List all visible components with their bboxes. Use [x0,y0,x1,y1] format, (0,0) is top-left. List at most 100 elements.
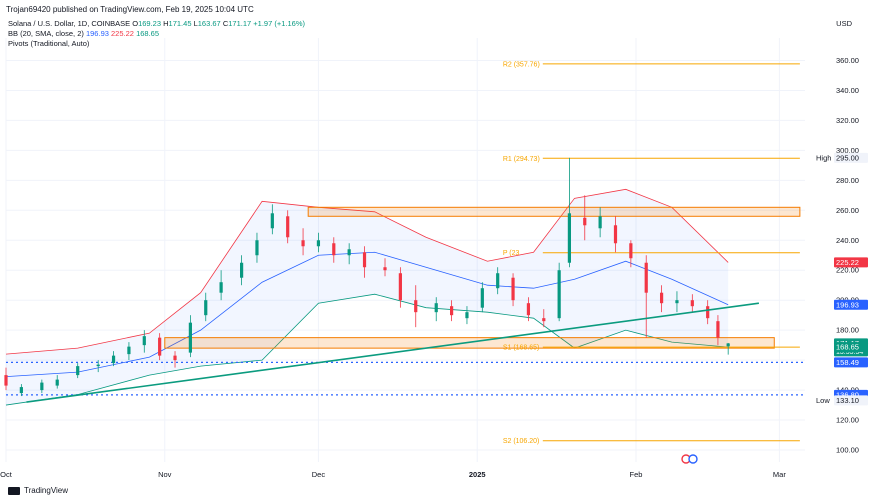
candle-body [219,282,223,293]
y-tick-label: 180.00 [836,326,859,335]
y-tick-label: 220.00 [836,266,859,275]
candle-body [557,270,561,319]
pivot-label: R2 (357.76) [503,61,540,68]
candle-body [449,306,454,316]
open-value: 169.23 [138,19,162,28]
candle-body [204,300,208,316]
bb-band-fill [6,189,729,406]
price-tag-label: 168.65 [836,343,859,352]
pivot-label: P (23 [503,250,520,257]
candle-body [526,303,531,316]
bb-lower-value: 168.65 [136,29,160,38]
candle-body [55,379,59,386]
candle-body [96,364,100,367]
candle-body [629,243,633,259]
low-label: L [193,19,198,28]
candle-body [434,303,438,313]
candle-body [598,216,602,229]
x-tick-label: Nov [158,470,172,479]
candle-body [19,387,23,394]
candle-body [644,262,648,293]
high-label: H [163,19,169,28]
y-tick-label: 100.00 [836,446,859,455]
candle-body [398,273,402,301]
brand-name: TradingView [24,486,69,495]
bb-indicator-label[interactable]: BB (20, SMA, close, 2) [8,29,84,38]
candle-body [347,249,351,256]
event-flag-icon [688,454,698,464]
y-tick-label: 340.00 [836,86,859,95]
x-tick-label: Mar [773,470,786,479]
price-tag [834,299,868,310]
candle-body [255,240,259,256]
y-tick-label: 360.00 [836,56,859,65]
candle-body [690,300,694,307]
candle-body [4,375,8,386]
candle-body [142,336,146,346]
price-tag-label: 295.00 [836,153,859,162]
chart-legend: Solana / U.S. Dollar, 1D, COINBASE O169.… [8,19,305,49]
symbol-title[interactable]: Solana / U.S. Dollar, 1D, COINBASE [8,19,131,28]
candle-body [286,216,290,238]
close-label: C [222,19,229,28]
candle-body [511,277,515,301]
candle-body [414,300,418,313]
candle-body [480,288,484,308]
candle-body [127,346,131,355]
legend-symbol-row: Solana / U.S. Dollar, 1D, COINBASE O169.… [8,19,305,29]
bb-basis-value: 196.93 [85,29,109,38]
price-tag [834,357,868,368]
candle-body [726,343,730,347]
price-tag-caption: Low [816,396,830,405]
close-value: 171.17 [228,19,252,28]
candle-body [76,366,80,376]
price-tag-label: 158.49 [836,358,859,367]
candle-body [188,322,192,353]
x-tick-label: Dec [312,470,326,479]
candle-body [40,382,44,391]
price-tag-label: 133.10 [836,396,859,405]
legend-bb-row: BB (20, SMA, close, 2) 196.93 225.22 168… [8,29,305,39]
price-tag-label: 225.22 [836,258,859,267]
candle-body [240,262,244,278]
candle-body [659,292,664,304]
candle-body [316,240,321,247]
candle-body [542,318,546,322]
sr-zone [307,206,801,217]
tradingview-logo-icon [8,486,20,495]
bb-upper-value: 225.22 [111,29,134,38]
change-value: +1.97 (+1.16%) [253,19,305,28]
y-tick-label: 240.00 [836,236,859,245]
candle-body [496,273,500,289]
price-tag-caption: High [816,153,831,162]
bb-basis-line [5,251,729,377]
candle-body [301,240,305,247]
price-tag [834,395,868,406]
pivots-indicator-label[interactable]: Pivots (Traditional, Auto) [8,39,90,48]
y-tick-label: 300.00 [836,146,859,155]
pivot-label: S1 (168.65) [503,345,540,352]
pivot-label: S2 (106.20) [503,438,540,445]
tradingview-brand: TradingView [8,486,68,495]
candle-body [173,355,177,361]
price-tag-label: 136.80 [836,390,859,399]
candle-body [362,252,367,268]
x-tick-label: Feb [630,470,643,479]
currency-label[interactable]: USD [836,19,852,28]
price-tag [834,342,868,353]
open-label: O [132,19,139,28]
candle-body [583,217,587,226]
price-tag [834,257,868,268]
low-value: 163.67 [197,19,221,28]
trendline [26,302,760,403]
candle-body [675,300,679,304]
countdown-label: 13:55:54 [836,349,863,356]
candle-body [111,355,116,364]
pivot-label: R1 (294.73) [503,156,540,163]
high-value: 171.45 [168,19,192,28]
candle-body [158,337,162,356]
y-tick-label: 120.00 [836,416,859,425]
candle-body [465,312,469,319]
candle-body [567,213,571,263]
